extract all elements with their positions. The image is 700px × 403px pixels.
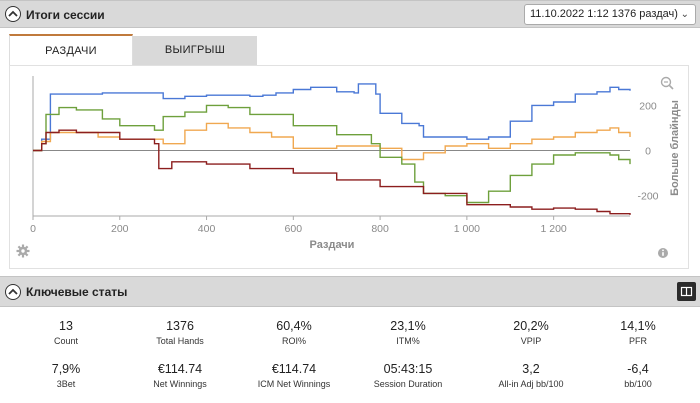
stat-value: 60,4%	[276, 319, 312, 333]
stat-value: 23,1%	[390, 319, 426, 333]
stat-label: ROI%	[281, 336, 306, 346]
stat-itm: 23,1% ITM%	[350, 317, 466, 347]
x-tick-label: 200	[111, 223, 129, 235]
stat-label: VPIP	[520, 336, 542, 346]
columns-icon	[680, 286, 693, 297]
stat-value: €114.74	[157, 362, 203, 376]
y-tick-label: -200	[637, 191, 658, 203]
x-tick-label: 400	[198, 223, 216, 235]
zoom-icon[interactable]	[660, 76, 674, 90]
info-icon[interactable]	[658, 248, 668, 258]
x-tick-label: 0	[30, 223, 36, 235]
session-chart: 200 0 -200 0 200 400 600 800 1 000 1 200 Раздачи…	[9, 65, 689, 269]
series-group	[33, 83, 631, 215]
stat-3bet: 7,9% 3Bet	[8, 360, 124, 390]
stats-row-1: 13 Count 1376 Total Hands 60,4% ROI% 23,…	[0, 317, 700, 357]
tab-hands[interactable]: РАЗДАЧИ	[9, 34, 133, 65]
session-summary-header: Итоги сессии 11.10.2022 1:12 1376 раздач…	[0, 0, 700, 28]
stat-label: ICM Net Winnings	[257, 379, 331, 389]
stat-label: PFR	[629, 336, 647, 346]
stat-bb100: -6,4 bb/100	[580, 360, 696, 390]
stat-label: Session Duration	[373, 379, 443, 389]
layout-toggle-button[interactable]	[677, 282, 696, 301]
key-stats-title: Ключевые статы	[26, 285, 128, 299]
stats-row-2: 7,9% 3Bet €114.74 Net Winnings €114.74 I…	[0, 360, 700, 400]
stat-count: 13 Count	[8, 317, 124, 347]
tab-winnings[interactable]: ВЫИГРЫШ	[133, 36, 257, 65]
x-tick-label: 800	[371, 223, 389, 235]
series-line-2	[33, 104, 631, 204]
y-tick-label: 200	[639, 100, 657, 112]
y-tick-label: 0	[645, 146, 651, 158]
stat-value: 05:43:15	[383, 362, 433, 376]
stat-value: €114.74	[271, 362, 317, 376]
stat-label: 3Bet	[56, 379, 76, 389]
stat-value: 13	[59, 319, 73, 333]
stat-value: 20,2%	[513, 319, 549, 333]
stat-value: 7,9%	[51, 362, 81, 376]
collapse-session-button[interactable]	[5, 6, 21, 22]
stat-label: Net Winnings	[153, 379, 207, 389]
series-line-1	[33, 122, 631, 161]
x-axis-label: Раздачи	[310, 239, 355, 251]
chevron-up-icon	[8, 10, 18, 17]
x-tick-label: 600	[285, 223, 303, 235]
chevron-up-icon	[8, 288, 18, 295]
chevron-down-icon: ⌄	[680, 9, 689, 20]
series-line-0	[33, 83, 631, 152]
stat-pfr: 14,1% PFR	[580, 317, 696, 347]
stat-total-hands: 1376 Total Hands	[122, 317, 238, 347]
session-select[interactable]: 11.10.2022 1:12 1376 раздач) ⌄	[524, 4, 696, 25]
session-select-value: 11.10.2022 1:12 1376 раздач)	[530, 8, 678, 20]
stat-value: 14,1%	[620, 319, 656, 333]
stat-icm-net-winnings: €114.74 ICM Net Winnings	[236, 360, 352, 390]
y-ticks: 200 0 -200	[637, 100, 658, 202]
stat-value: 1376	[166, 319, 194, 333]
stat-allin-adj: 3,2 All-in Adj bb/100	[473, 360, 589, 390]
y-axis-label: Больше блайнды	[669, 100, 681, 196]
series-line-3	[33, 129, 631, 215]
stat-roi: 60,4% ROI%	[236, 317, 352, 347]
stat-value: 3,2	[522, 362, 540, 376]
stat-label: Count	[53, 336, 79, 346]
x-tick-label: 1 200	[540, 223, 566, 235]
stat-label: All-in Adj bb/100	[498, 379, 564, 389]
stat-value: -6,4	[627, 362, 649, 376]
stat-label: ITM%	[396, 336, 420, 346]
collapse-key-stats-button[interactable]	[5, 284, 21, 300]
x-ticks: 0 200 400 600 800 1 000 1 200	[30, 216, 567, 235]
x-tick-label: 1 000	[454, 223, 480, 235]
key-stats-header: Ключевые статы	[0, 276, 700, 307]
chart-svg: 200 0 -200 0 200 400 600 800 1 000 1 200 Раздачи…	[16, 76, 681, 258]
gear-icon[interactable]	[16, 244, 30, 258]
stat-session-duration: 05:43:15 Session Duration	[350, 360, 466, 390]
stat-label: bb/100	[624, 379, 652, 389]
stat-vpip: 20,2% VPIP	[473, 317, 589, 347]
stat-label: Total Hands	[156, 336, 204, 346]
stat-net-winnings: €114.74 Net Winnings	[122, 360, 238, 390]
session-summary-title: Итоги сессии	[26, 8, 105, 22]
